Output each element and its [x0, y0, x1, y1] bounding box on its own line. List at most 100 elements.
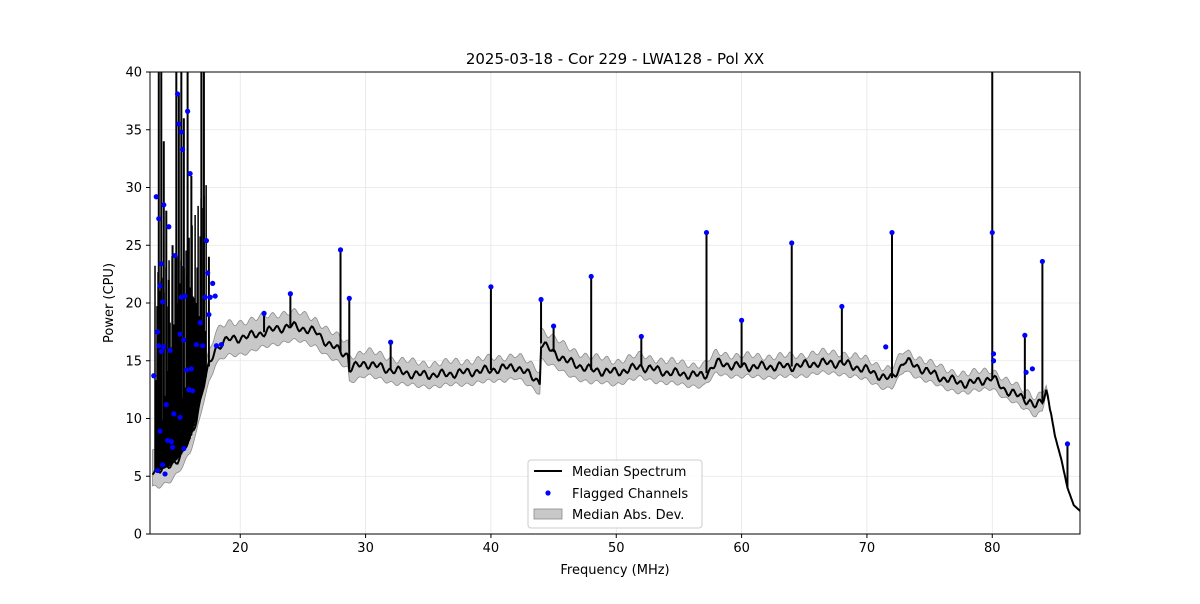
flagged-channel-point: [151, 373, 157, 379]
x-tick-label: 60: [733, 541, 750, 556]
flagged-channel-point: [153, 194, 159, 200]
x-tick-label: 50: [608, 541, 625, 556]
median-spectrum-line: [151, 320, 1080, 512]
y-tick-label: 30: [125, 181, 142, 196]
flagged-channel-point: [213, 343, 220, 349]
flagged-channel-point: [207, 294, 213, 300]
legend: Median Spectrum Flagged Channels Median …: [527, 459, 703, 529]
flagged-channel-point: [154, 329, 161, 335]
plot-area: [151, 72, 1080, 512]
flagged-channel-point: [163, 402, 169, 408]
flagged-channel-point: [193, 341, 199, 348]
flagged-channel-point: [218, 341, 225, 348]
flagged-channel-point: [261, 310, 267, 316]
flagged-channel-point: [202, 294, 208, 300]
flagged-channel-point: [183, 367, 189, 373]
flagged-channel-point: [169, 444, 176, 450]
y-tick-label: 25: [125, 239, 142, 254]
flagged-channel-point: [989, 229, 995, 236]
flagged-channel-point: [206, 311, 212, 318]
flagged-channel-point: [188, 366, 194, 372]
flagged-channel-point: [538, 296, 544, 303]
flagged-channel-point: [703, 229, 710, 236]
x-tick-label: 20: [232, 541, 249, 556]
flagged-channel-point: [168, 439, 174, 445]
y-tick-label: 20: [125, 297, 142, 312]
flagged-channel-point: [205, 270, 211, 276]
legend-label-median: Median Spectrum: [572, 465, 686, 480]
legend-band-swatch: [533, 508, 563, 520]
flagged-channel-point: [157, 428, 163, 434]
flagged-channel-point: [159, 462, 166, 468]
flagged-channel-point: [337, 247, 344, 253]
legend-point-swatch: [545, 490, 551, 496]
flagged-channel-point: [738, 317, 745, 323]
flagged-channel-point: [162, 471, 168, 477]
x-tick-label: 30: [357, 541, 374, 556]
flagged-channel-point: [638, 333, 644, 340]
flagged-channel-point: [346, 295, 352, 301]
flagged-channel-point: [488, 284, 494, 290]
flagged-channel-point: [159, 299, 166, 305]
flagged-channel-point: [185, 108, 191, 114]
flagged-channel-point: [181, 337, 187, 343]
flagged-channel-point: [588, 273, 594, 280]
flagged-channel-point: [177, 331, 183, 337]
flagged-channel-point: [174, 91, 181, 97]
y-tick-label: 40: [125, 66, 142, 81]
y-tick-label: 35: [125, 123, 142, 138]
flagged-channel-point: [883, 344, 889, 350]
flagged-channel-point: [158, 261, 164, 267]
flagged-channel-point: [178, 129, 184, 135]
x-tick-label: 40: [483, 541, 500, 556]
chart-title: 2025-03-18 - Cor 229 - LWA128 - Pol XX: [466, 50, 764, 68]
legend-box: [527, 459, 703, 529]
flagged-channel-point: [172, 253, 178, 259]
flagged-channel-point: [176, 121, 182, 127]
flagged-channel-point: [167, 347, 173, 353]
legend-label-mad: Median Abs. Dev.: [572, 508, 684, 523]
flagged-channel-point: [203, 238, 210, 244]
flagged-channel-point: [839, 303, 845, 310]
flagged-channel-point: [187, 171, 193, 177]
flagged-channel-point: [210, 280, 216, 286]
y-axis-label: Power (CPU): [102, 263, 117, 343]
flagged-channel-point: [179, 146, 186, 152]
flagged-channel-point: [889, 229, 895, 236]
legend-label-flagged: Flagged Channels: [572, 487, 688, 502]
flagged-channel-point: [177, 414, 183, 420]
flagged-channel-point: [1064, 441, 1071, 447]
flagged-channel-point: [171, 411, 177, 417]
y-tick-label: 10: [125, 412, 142, 427]
flagged-channel-point: [212, 293, 218, 299]
flagged-channel-point: [197, 320, 203, 326]
flagged-channel-point: [181, 445, 187, 452]
y-tick-label: 15: [125, 354, 142, 369]
flagged-channel-point: [388, 339, 394, 345]
flagged-channel-point: [158, 348, 164, 355]
x-axis-ticks: 20 30 40 50 60 70 80: [232, 534, 1001, 556]
flagged-channel-point: [182, 293, 188, 299]
flagged-channel-point: [1022, 332, 1028, 338]
flagged-channel-point: [156, 216, 162, 222]
flagged-channel-point: [990, 351, 997, 357]
flagged-channel-point: [990, 358, 997, 364]
flagged-channel-point: [200, 343, 206, 349]
y-axis-ticks: 0 5 10 15 20 25 30 35 40: [125, 66, 150, 543]
x-axis-label: Frequency (MHz): [560, 563, 669, 578]
flagged-channel-point: [789, 240, 795, 246]
x-tick-label: 80: [984, 541, 1001, 556]
y-tick-label: 0: [134, 528, 142, 543]
flagged-channel-point: [287, 291, 293, 297]
flagged-channel-point: [1029, 366, 1035, 372]
flagged-channel-point: [190, 388, 196, 394]
flagged-channel-point: [1039, 258, 1045, 265]
flagged-channel-point: [161, 344, 167, 350]
y-tick-label: 5: [134, 470, 142, 485]
flagged-channel-point: [154, 467, 161, 474]
flagged-channel-point: [161, 202, 167, 208]
flagged-points-layer: [151, 91, 1071, 477]
x-tick-label: 70: [859, 541, 876, 556]
flagged-channel-point: [156, 343, 162, 349]
